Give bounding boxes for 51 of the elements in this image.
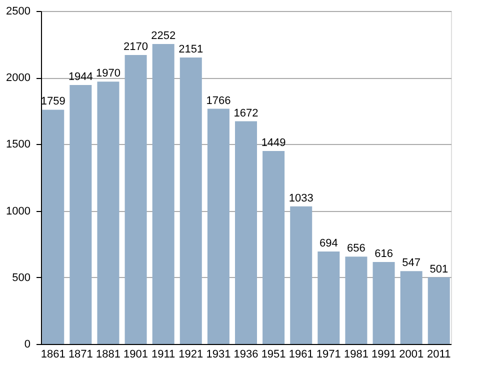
x-tick-label: 1936 [234,348,258,360]
bar [318,252,340,344]
x-tick-label: 1931 [206,348,231,360]
bar [290,206,312,344]
bar [97,82,120,344]
bar [152,44,174,344]
data-label: 501 [430,263,448,276]
data-label: 1672 [234,107,258,120]
bar [207,108,230,344]
bar [180,57,202,344]
y-tick-label: 500 [12,272,30,284]
x-tick-label: 2001 [399,348,424,360]
data-label: 2252 [151,30,176,42]
bar [372,262,395,344]
x-tick-label: 2011 [427,348,451,360]
bar [42,110,64,344]
x-tick-label: 1951 [261,348,286,360]
data-label: 2170 [124,40,148,53]
data-label: 1759 [40,96,66,108]
bar [345,256,368,344]
bar [262,150,285,344]
bar [70,85,92,344]
x-tick-label: 1901 [124,348,148,360]
data-label: 1449 [261,136,286,149]
data-label: 694 [319,238,338,250]
bar [235,121,257,344]
data-label: 547 [402,257,420,270]
data-label: 1944 [68,71,93,84]
y-tick-label: 0 [24,338,30,350]
y-tick-label: 1000 [6,205,30,218]
data-label: 656 [347,242,366,255]
data-label: 1033 [288,192,314,204]
x-tick-label: 1871 [68,348,93,360]
y-tick-label: 2000 [6,72,30,84]
bar [400,271,422,344]
x-tick-label: 1861 [40,348,66,360]
x-tick-label: 1971 [316,348,341,360]
x-tick-label: 1991 [372,348,396,360]
bar [124,54,147,344]
data-label: 616 [374,248,393,260]
bar [428,277,450,344]
data-label: 2151 [178,43,204,56]
x-tick-label: 1881 [96,348,120,360]
x-tick-label: 1911 [152,348,176,360]
data-label: 1766 [206,94,231,107]
x-tick-label: 1961 [288,348,314,360]
x-tick-label: 1981 [344,348,368,360]
data-label: 1970 [96,68,120,80]
y-tick-label: 1500 [6,138,30,151]
x-tick-label: 1921 [178,348,204,360]
y-tick-label: 2500 [6,6,30,18]
